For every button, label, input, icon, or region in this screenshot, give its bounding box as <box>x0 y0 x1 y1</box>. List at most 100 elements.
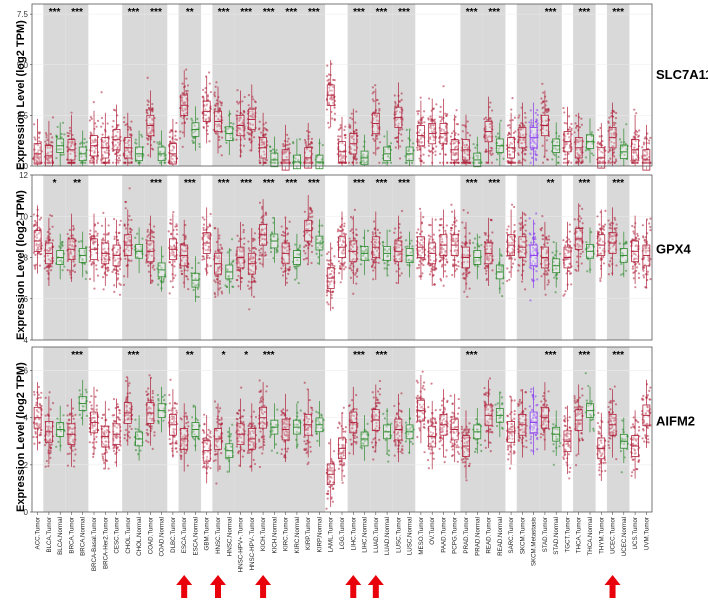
data-point <box>310 142 314 145</box>
data-point <box>355 228 358 231</box>
data-point <box>203 218 206 221</box>
data-point <box>186 84 190 87</box>
data-point <box>146 142 149 146</box>
data-point <box>117 241 120 244</box>
data-point <box>284 151 287 154</box>
data-point <box>197 295 200 299</box>
data-point <box>427 234 430 237</box>
data-point <box>285 281 289 284</box>
data-point <box>349 229 352 233</box>
data-point <box>306 263 309 266</box>
data-point <box>169 149 172 152</box>
data-point <box>440 279 443 282</box>
data-point <box>428 150 432 153</box>
data-point <box>58 148 61 151</box>
data-point <box>445 114 448 117</box>
data-point <box>153 140 156 143</box>
data-point <box>94 147 97 150</box>
data-point <box>60 136 63 139</box>
data-point <box>111 270 114 274</box>
data-point <box>438 223 441 227</box>
data-point <box>343 128 346 132</box>
data-point <box>400 209 404 213</box>
data-point <box>575 124 578 127</box>
data-point <box>95 161 98 164</box>
data-point <box>406 263 409 266</box>
data-point <box>124 200 127 204</box>
data-point <box>89 116 93 119</box>
data-point <box>111 161 115 164</box>
data-point <box>169 261 172 264</box>
data-point <box>288 143 291 146</box>
data-point <box>512 262 515 265</box>
data-point <box>37 144 40 147</box>
data-point <box>371 263 375 266</box>
data-point <box>305 161 308 164</box>
panel-slc7a11: 0.02.55.07.5 *** *** *** *** ** *** *** *** *** **… <box>17 3 708 171</box>
data-point <box>170 154 173 158</box>
data-point <box>389 142 393 145</box>
data-point <box>393 94 396 97</box>
data-point <box>536 108 539 112</box>
data-point <box>276 250 279 253</box>
data-point <box>372 90 375 93</box>
data-point <box>577 129 580 132</box>
data-point <box>243 95 246 99</box>
data-point <box>441 148 444 151</box>
data-point <box>524 153 527 156</box>
data-point <box>614 121 617 125</box>
data-point <box>433 283 436 286</box>
data-point <box>159 154 163 157</box>
data-point <box>355 157 358 160</box>
data-point <box>288 266 291 269</box>
data-point <box>100 116 104 120</box>
data-point <box>286 133 289 136</box>
data-point <box>491 269 494 272</box>
data-point <box>117 124 120 127</box>
data-point <box>138 155 141 158</box>
data-point <box>523 288 527 291</box>
data-point <box>229 280 232 283</box>
data-point <box>524 260 527 263</box>
data-point <box>416 146 419 149</box>
data-point <box>418 207 422 210</box>
data-point <box>541 144 544 147</box>
data-point <box>438 115 441 119</box>
data-point <box>204 113 208 117</box>
y-tick-label: 7.5 <box>17 10 29 19</box>
data-point <box>100 161 103 164</box>
data-point <box>269 250 273 254</box>
data-point <box>462 209 465 212</box>
data-point <box>46 146 49 149</box>
data-point <box>266 129 269 132</box>
data-point <box>287 137 290 140</box>
data-point <box>202 228 205 232</box>
data-point <box>442 85 445 88</box>
data-point <box>590 131 594 134</box>
data-point <box>308 131 311 134</box>
data-point <box>568 126 571 129</box>
data-point <box>332 290 335 293</box>
data-point <box>214 85 217 88</box>
data-point <box>116 141 120 144</box>
data-point <box>417 263 421 266</box>
data-point <box>472 142 475 146</box>
data-point <box>534 237 537 241</box>
data-point <box>635 112 638 115</box>
data-point <box>108 159 111 162</box>
data-point <box>355 282 358 285</box>
data-point <box>123 223 126 226</box>
data-point <box>570 122 573 126</box>
data-point <box>49 156 52 159</box>
data-point <box>39 141 43 144</box>
significance-label: *** <box>218 7 230 18</box>
data-point <box>325 294 329 297</box>
data-point <box>545 236 548 239</box>
data-point <box>354 121 357 124</box>
data-point <box>192 141 196 144</box>
data-point <box>92 101 95 104</box>
data-point <box>187 287 190 291</box>
data-point <box>302 258 306 261</box>
data-point <box>307 137 310 140</box>
data-point <box>213 91 216 94</box>
